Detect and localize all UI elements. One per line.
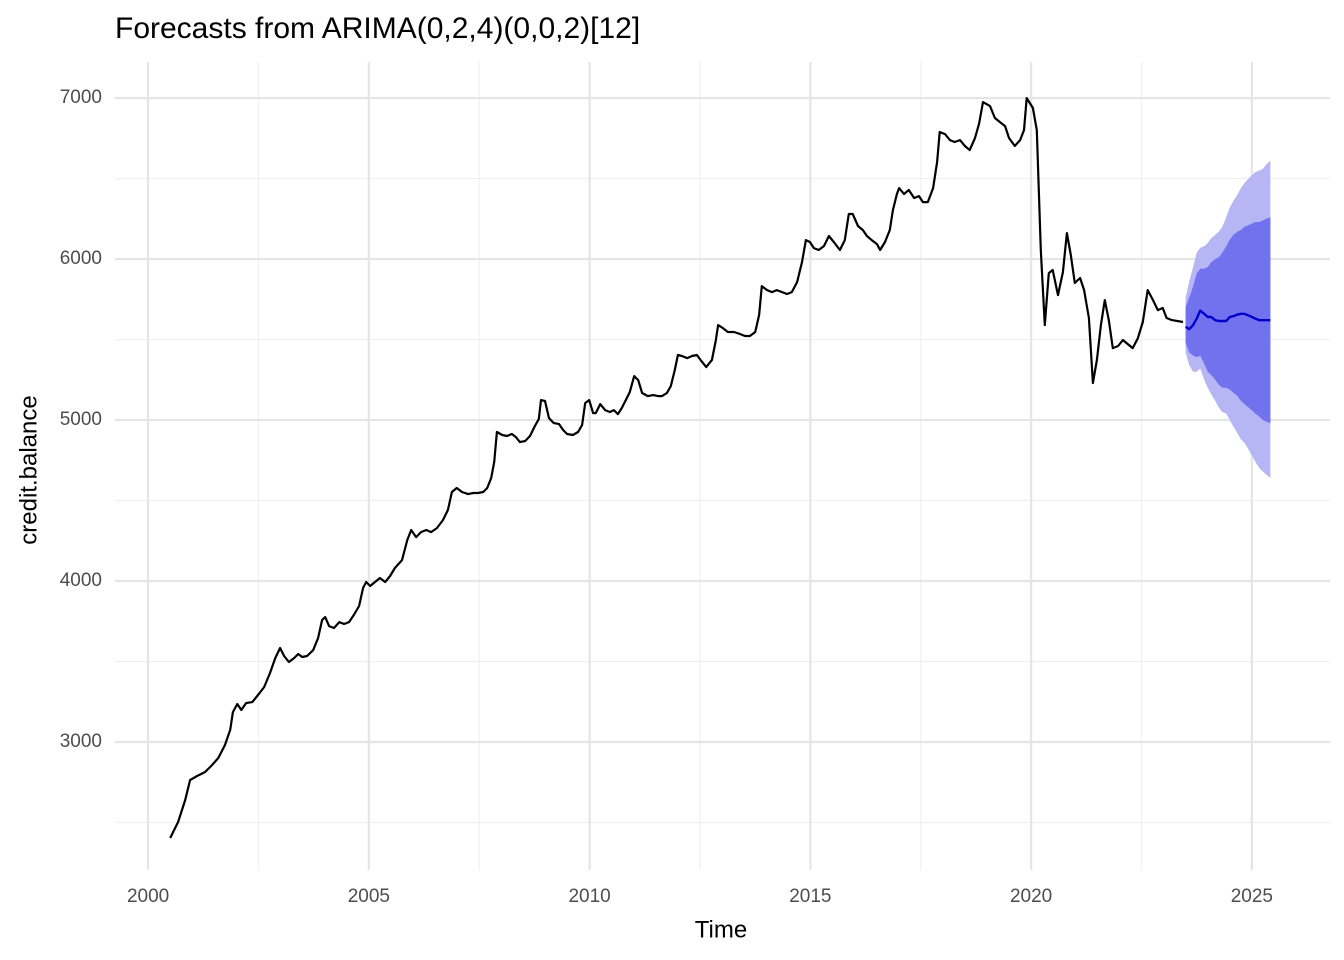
y-tick-label: 7000 <box>60 87 102 108</box>
y-tick-label: 3000 <box>60 731 102 752</box>
x-tick-label: 2005 <box>348 886 390 907</box>
x-tick-label: 2000 <box>127 886 169 907</box>
x-tick-label: 2025 <box>1231 886 1273 907</box>
y-tick-label: 6000 <box>60 248 102 269</box>
y-tick-label: 4000 <box>60 570 102 591</box>
forecast-line <box>1184 309 1271 331</box>
chart-title: Forecasts from ARIMA(0,2,4)(0,0,2)[12] <box>115 12 640 45</box>
plot-area <box>169 97 1271 839</box>
x-tick-label: 2010 <box>568 886 610 907</box>
y-tick-label: 5000 <box>60 409 102 430</box>
series-line <box>169 97 1184 839</box>
x-tick-label: 2020 <box>1010 886 1052 907</box>
x-tick-label: 2015 <box>789 886 831 907</box>
x-axis-title: Time <box>695 916 747 943</box>
grid <box>115 62 1330 870</box>
y-axis-title: credit.balance <box>15 395 42 544</box>
